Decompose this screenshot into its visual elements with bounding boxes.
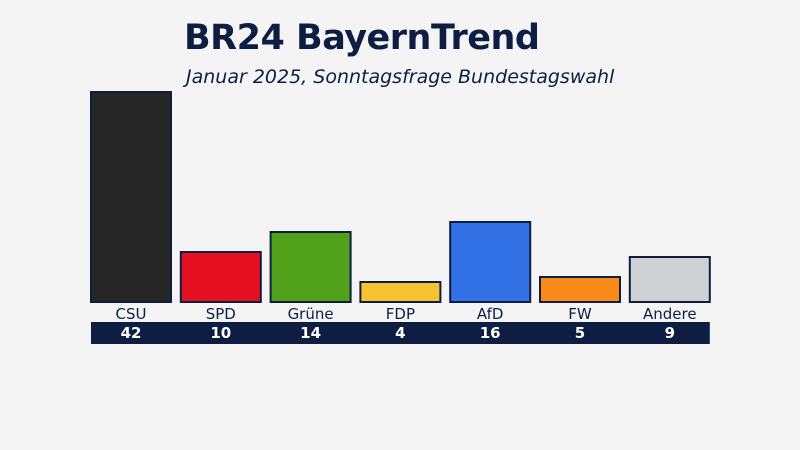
value-label-fdp: 4 [395, 324, 405, 342]
category-label-csu: CSU [116, 305, 147, 323]
value-label-gr-ne: 14 [300, 324, 321, 342]
chart-title: BR24 BayernTrend [184, 18, 540, 58]
value-label-csu: 42 [121, 324, 142, 342]
bar-gr-ne [269, 231, 352, 303]
category-label-fdp: FDP [386, 305, 415, 323]
value-label-fw: 5 [575, 324, 585, 342]
chart-subtitle: Januar 2025, Sonntagsfrage Bundestagswah… [186, 66, 615, 88]
category-label-gr-ne: Grüne [288, 305, 334, 323]
bar-fdp [359, 281, 442, 303]
category-labels: CSU SPD Grüne FDP AfD FW Andere [116, 305, 697, 323]
category-label-spd: SPD [206, 305, 236, 323]
value-label-afd: 16 [480, 324, 501, 342]
value-label-spd: 10 [210, 324, 231, 342]
bar-csu [90, 91, 172, 303]
value-labels: 42 10 14 4 16 5 9 [121, 324, 675, 342]
value-strip [91, 322, 710, 344]
category-label-fw: FW [568, 305, 592, 323]
bar-afd [449, 221, 532, 303]
bar-spd [179, 251, 262, 303]
bar-fw [539, 276, 621, 303]
bar-andere [628, 256, 711, 303]
category-label-andere: Andere [643, 305, 697, 323]
category-label-afd: AfD [477, 305, 504, 323]
bar-group [90, 91, 711, 303]
value-label-andere: 9 [665, 324, 675, 342]
